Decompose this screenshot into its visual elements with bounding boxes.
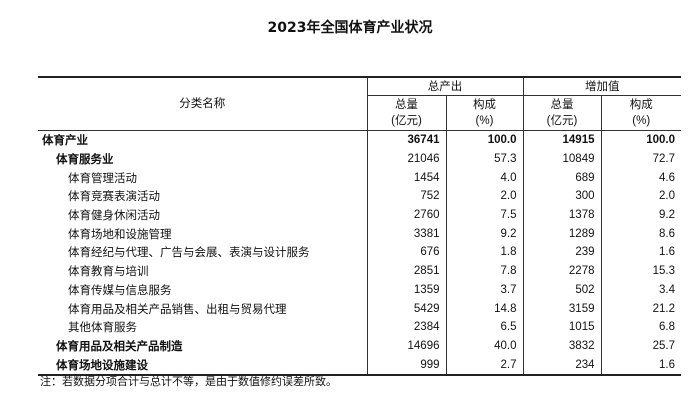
row-value: 2.0 xyxy=(445,187,523,206)
row-label: 其他体育服务 xyxy=(68,322,137,335)
row-value: 4.0 xyxy=(445,168,523,188)
table-row: 体育产业 36741 100.0 14915 100.0 xyxy=(38,130,681,150)
table-row: 其他体育服务 2384 6.5 1015 6.8 xyxy=(38,317,681,337)
row-value: 502 xyxy=(522,280,601,300)
row-value: 15.3 xyxy=(600,261,681,281)
row-value: 6.8 xyxy=(600,317,681,337)
row-label: 体育传媒与信息服务 xyxy=(68,284,172,297)
row-value: 300 xyxy=(522,187,601,206)
row-value: 1.6 xyxy=(600,243,681,262)
table-row: 体育场地设施建设 999 2.7 234 1.6 xyxy=(38,355,681,376)
row-value: 1289 xyxy=(522,224,601,244)
row-value: 21046 xyxy=(366,149,446,169)
header-name: 分类名称 xyxy=(38,76,367,131)
row-value: 9.2 xyxy=(600,205,681,225)
header-amount: 总量 (亿元) xyxy=(522,95,601,131)
row-value: 2.0 xyxy=(600,187,681,206)
row-label: 体育场地和设施管理 xyxy=(68,228,172,241)
row-value: 1454 xyxy=(366,168,446,188)
header-total-output: 总产出 xyxy=(366,76,523,96)
row-label: 体育经纪与代理、广告与会展、表演与设计服务 xyxy=(68,247,310,260)
row-value: 1359 xyxy=(366,280,446,300)
row-label: 体育用品及相关产品销售、出租与贸易代理 xyxy=(68,303,287,316)
row-value: 7.5 xyxy=(445,205,523,225)
row-label: 体育管理活动 xyxy=(68,172,137,185)
header-share: 构成 (%) xyxy=(445,95,523,131)
table-row: 体育竞赛表演活动 752 2.0 300 2.0 xyxy=(38,187,681,206)
row-value: 1378 xyxy=(522,205,601,225)
header-amount: 总量 (亿元) xyxy=(366,95,446,131)
footnote: 注：若数据分项合计与总计不等，是由于数值修约误差所致。 xyxy=(40,375,337,388)
row-value: 21.2 xyxy=(600,299,681,318)
row-label: 体育健身休闲活动 xyxy=(68,210,160,223)
row-label: 体育服务业 xyxy=(56,154,114,167)
row-value: 14915 xyxy=(522,130,601,150)
row-value: 14.8 xyxy=(445,299,523,318)
row-value: 57.3 xyxy=(445,149,523,169)
row-value: 100.0 xyxy=(600,130,681,150)
table-row: 体育经纪与代理、广告与会展、表演与设计服务 676 1.8 239 1.6 xyxy=(38,243,681,262)
table-row: 体育教育与培训 2851 7.8 2278 15.3 xyxy=(38,261,681,281)
row-value: 100.0 xyxy=(445,130,523,150)
row-value: 3.7 xyxy=(445,280,523,300)
row-value: 2.7 xyxy=(445,355,523,376)
table-row: 体育用品及相关产品制造 14696 40.0 3832 25.7 xyxy=(38,336,681,356)
row-value: 4.6 xyxy=(600,168,681,188)
row-value: 689 xyxy=(522,168,601,188)
row-value: 25.7 xyxy=(600,336,681,356)
row-value: 3.4 xyxy=(600,280,681,300)
row-value: 676 xyxy=(366,243,446,262)
row-value: 999 xyxy=(366,355,446,376)
row-value: 1.8 xyxy=(445,243,523,262)
row-value: 36741 xyxy=(366,130,446,150)
table-row: 体育传媒与信息服务 1359 3.7 502 3.4 xyxy=(38,280,681,300)
row-label: 体育竞赛表演活动 xyxy=(68,191,160,204)
table-row: 体育健身休闲活动 2760 7.5 1378 9.2 xyxy=(38,205,681,225)
row-value: 14696 xyxy=(366,336,446,356)
row-value: 10849 xyxy=(522,149,601,169)
row-value: 3381 xyxy=(366,224,446,244)
row-label: 体育教育与培训 xyxy=(68,266,149,279)
row-value: 752 xyxy=(366,187,446,206)
row-value: 3159 xyxy=(522,299,601,318)
row-value: 7.8 xyxy=(445,261,523,281)
row-label: 体育用品及相关产品制造 xyxy=(56,340,183,353)
row-value: 9.2 xyxy=(445,224,523,244)
page-title: 2023年全国体育产业状况 xyxy=(267,20,433,36)
row-value: 8.6 xyxy=(600,224,681,244)
header-share: 构成 (%) xyxy=(600,95,681,131)
row-value: 2384 xyxy=(366,317,446,337)
row-value: 6.5 xyxy=(445,317,523,337)
sports-industry-table: 分类名称 总产出 增加值 总量 (亿元) 构成 (%) 总量 (亿元) 构成 (%) 体… xyxy=(38,76,681,376)
row-value: 72.7 xyxy=(600,149,681,169)
row-value: 234 xyxy=(522,355,601,376)
row-label: 体育产业 xyxy=(42,135,88,148)
row-value: 5429 xyxy=(366,299,446,318)
row-value: 2760 xyxy=(366,205,446,225)
row-value: 1015 xyxy=(522,317,601,337)
row-value: 239 xyxy=(522,243,601,262)
row-value: 3832 xyxy=(522,336,601,356)
row-value: 2278 xyxy=(522,261,601,281)
row-value: 2851 xyxy=(366,261,446,281)
row-label: 体育场地设施建设 xyxy=(38,355,367,376)
row-value: 40.0 xyxy=(445,336,523,356)
table-row: 体育管理活动 1454 4.0 689 4.6 xyxy=(38,168,681,188)
table-row: 体育服务业 21046 57.3 10849 72.7 xyxy=(38,149,681,169)
header-value-added: 增加值 xyxy=(522,76,681,96)
table-row: 体育场地和设施管理 3381 9.2 1289 8.6 xyxy=(38,224,681,244)
row-value: 1.6 xyxy=(600,355,681,376)
table-row: 体育用品及相关产品销售、出租与贸易代理 5429 14.8 3159 21.2 xyxy=(38,299,681,318)
